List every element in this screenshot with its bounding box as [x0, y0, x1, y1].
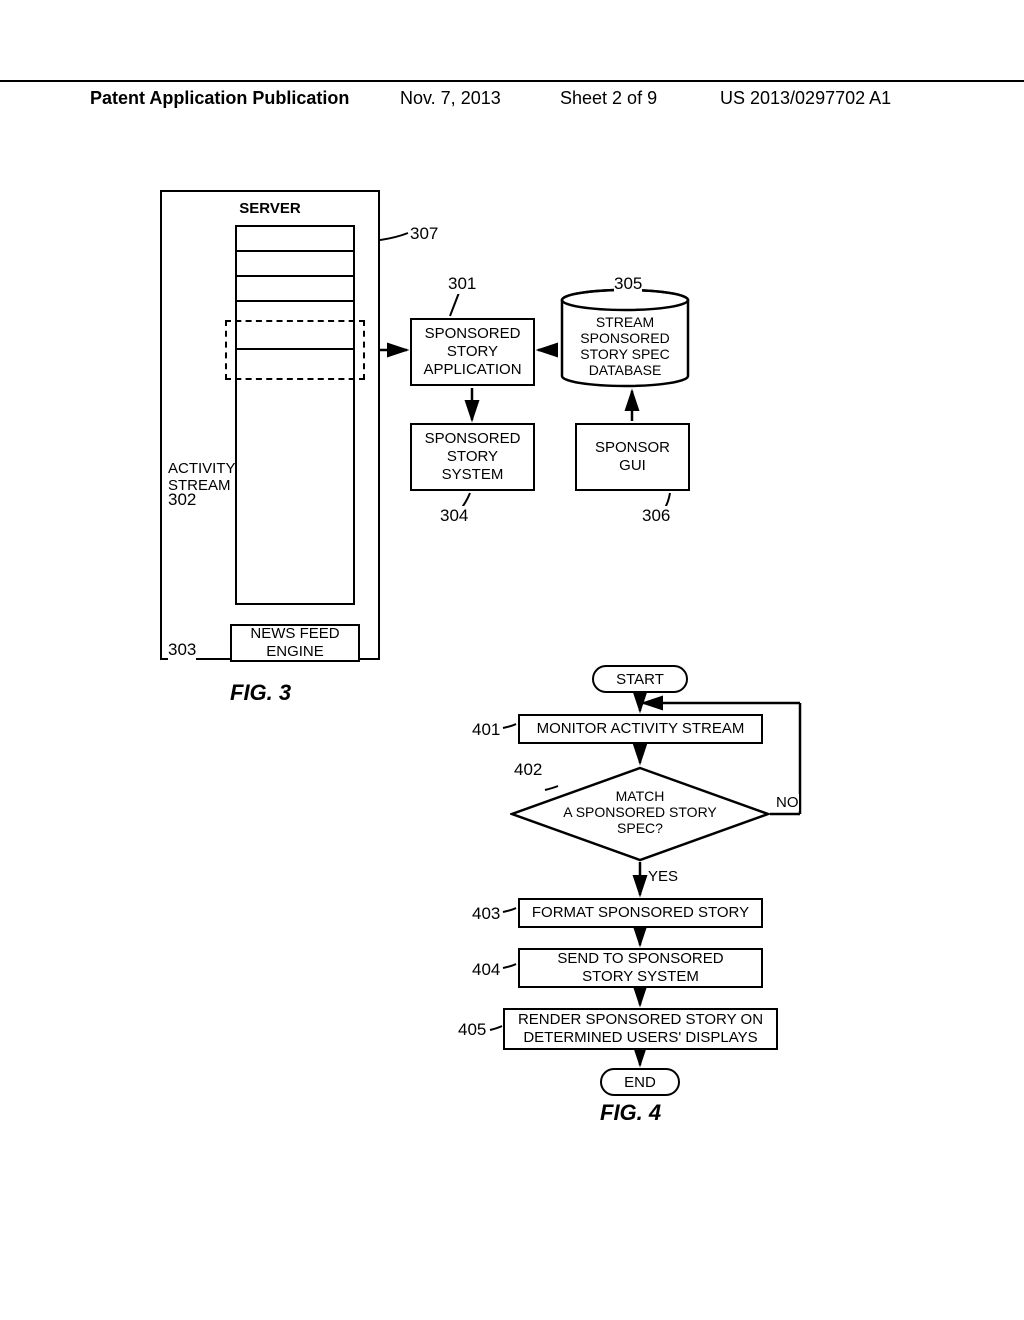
ref-303: 303: [168, 640, 196, 660]
step-404: SEND TO SPONSORED STORY SYSTEM: [518, 948, 763, 988]
header-publication: Patent Application Publication: [90, 88, 349, 109]
page-header: Patent Application Publication Nov. 7, 2…: [0, 80, 1024, 88]
queue-divider: [235, 250, 355, 252]
database-label: STREAM SPONSORED STORY SPEC DATABASE: [560, 314, 690, 378]
start-terminator: START: [592, 665, 688, 693]
ref-304: 304: [440, 506, 468, 526]
activity-stream-label: ACTIVITY STREAM: [168, 460, 230, 494]
selected-entry-dashed: [225, 320, 365, 380]
ref-305: 305: [614, 274, 642, 294]
ref-306: 306: [642, 506, 670, 526]
header-pubno: US 2013/0297702 A1: [720, 88, 891, 109]
yes-label: YES: [648, 868, 678, 885]
decision-402: MATCH A SPONSORED STORY SPEC?: [510, 766, 770, 862]
queue-divider: [235, 300, 355, 302]
fig3-title: FIG. 3: [230, 680, 291, 706]
page: Patent Application Publication Nov. 7, 2…: [0, 0, 1024, 1320]
story-spec-database: STREAM SPONSORED STORY SPEC DATABASE: [560, 298, 690, 388]
activity-stream-queue: [235, 225, 355, 605]
ref-401: 401: [472, 720, 500, 740]
sponsor-gui: SPONSOR GUI: [575, 423, 690, 491]
sponsored-story-application: SPONSORED STORY APPLICATION: [410, 318, 535, 386]
end-terminator: END: [600, 1068, 680, 1096]
diagram-connectors: [0, 0, 1024, 1320]
step-403: FORMAT SPONSORED STORY: [518, 898, 763, 928]
ref-403: 403: [472, 904, 500, 924]
ref-302: 302: [168, 490, 196, 510]
ref-405: 405: [458, 1020, 486, 1040]
fig4-title: FIG. 4: [600, 1100, 661, 1126]
ref-402: 402: [514, 760, 542, 780]
ref-307: 307: [410, 224, 438, 244]
header-date: Nov. 7, 2013: [400, 88, 501, 109]
step-405: RENDER SPONSORED STORY ON DETERMINED USE…: [503, 1008, 778, 1050]
no-label: NO: [776, 794, 799, 811]
news-feed-engine: NEWS FEED ENGINE: [230, 624, 360, 662]
step-401: MONITOR ACTIVITY STREAM: [518, 714, 763, 744]
ref-404: 404: [472, 960, 500, 980]
server-label: SERVER: [239, 200, 300, 218]
queue-divider: [235, 275, 355, 277]
header-sheet: Sheet 2 of 9: [560, 88, 657, 109]
sponsored-story-system: SPONSORED STORY SYSTEM: [410, 423, 535, 491]
ref-301: 301: [448, 274, 476, 294]
